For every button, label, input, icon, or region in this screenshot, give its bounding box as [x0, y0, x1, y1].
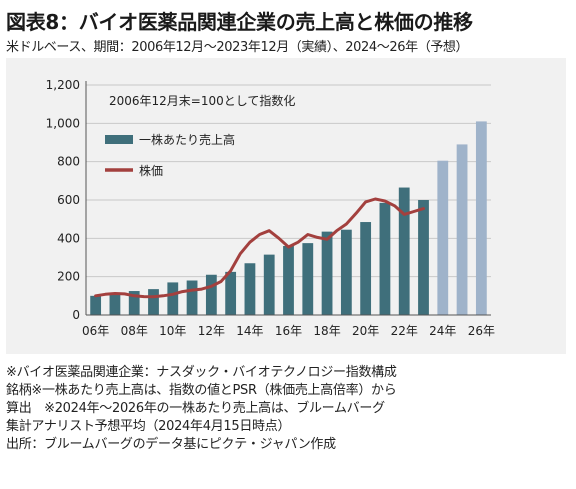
y-tick-label: 200: [57, 270, 80, 284]
bar: [90, 295, 102, 315]
bar: [186, 280, 198, 315]
footnote-line: 集計アナリスト予想平均（2024年4月15日時点）: [6, 419, 291, 434]
x-tick-label: 08年: [121, 324, 148, 338]
legend-bar-swatch: [105, 135, 133, 144]
x-tick-label: 22年: [391, 324, 418, 338]
bar: [360, 222, 372, 315]
x-tick-label: 12年: [198, 324, 225, 338]
bar: [128, 291, 140, 315]
y-tick-label: 0: [72, 308, 80, 322]
chart-annotation: 2006年12月末=100として指数化: [109, 93, 295, 108]
x-tick-label: 16年: [275, 324, 302, 338]
footnote-line: ※バイオ医薬品関連企業：ナスダック・バイオテクノロジー指数構成: [6, 365, 397, 380]
x-tick-label: 06年: [82, 324, 109, 338]
line-series: [94, 197, 425, 299]
bar: [109, 294, 121, 315]
forecast-bar: [475, 121, 487, 315]
bar: [148, 289, 159, 315]
legend-line-label: 株価: [139, 163, 163, 178]
y-tick-label: 600: [57, 193, 80, 207]
y-tick-label: 1,200: [46, 78, 80, 92]
bar: [321, 231, 333, 315]
bar: [283, 246, 294, 315]
bar-series: [90, 121, 487, 315]
bar: [340, 229, 352, 315]
x-tick-label: 26年: [468, 324, 495, 338]
legend-bar-label: 一株あたり売上高: [139, 132, 235, 147]
bar: [167, 282, 179, 315]
y-tick-label: 800: [57, 155, 80, 169]
x-tick-label: 14年: [236, 324, 263, 338]
footnote-line: 銘柄※一株あたり売上高は、指数の値とPSR（株価売上高倍率）から: [6, 383, 397, 398]
bar: [418, 200, 429, 315]
bar: [263, 254, 275, 315]
footnote-line: 出所：ブルームバーグのデータ基にピクテ・ジャパン作成: [6, 437, 336, 452]
y-tick-label: 400: [57, 231, 80, 245]
bar: [398, 187, 410, 315]
axes: [85, 81, 491, 316]
x-tick-label: 18年: [313, 324, 340, 338]
y-tick-labels: 0 200 400 600 800 1,000 1,200: [46, 78, 80, 322]
bar: [379, 202, 391, 315]
x-tick-label: 20年: [352, 324, 379, 338]
bar: [302, 243, 314, 315]
forecast-bar: [437, 160, 449, 315]
bar: [244, 263, 256, 315]
stock-price-line: [94, 197, 425, 299]
forecast-bar: [456, 144, 468, 315]
bar: [205, 274, 217, 315]
chart-svg: 0 200 400 600 800 1,000 1,200 06年 08年 10年 12年 14年 1…: [46, 78, 495, 338]
footnote-line: 算出 ※2024年～2026年の一株あたり売上高は、ブルームバーグ: [6, 401, 385, 416]
y-tick-label: 1,000: [46, 116, 80, 130]
x-tick-label: 24年: [429, 324, 456, 338]
figure-title: 図表8：バイオ医薬品関連企業の売上高と株価の推移: [6, 10, 473, 34]
footnotes: ※バイオ医薬品関連企業：ナスダック・バイオテクノロジー指数構成 銘柄※一株あたり…: [6, 364, 572, 454]
x-tick-labels: 06年 08年 10年 12年 14年 16年 18年 20年 22年 24年 26年: [82, 324, 495, 338]
gridlines: [86, 84, 491, 278]
figure-subtitle: 米ドルベース、期間：2006年12月～2023年12月（実績）、2024～26年…: [6, 40, 469, 55]
bar: [225, 271, 237, 315]
x-tick-label: 10年: [159, 324, 186, 338]
legend: 一株あたり売上高 株価: [105, 132, 235, 178]
